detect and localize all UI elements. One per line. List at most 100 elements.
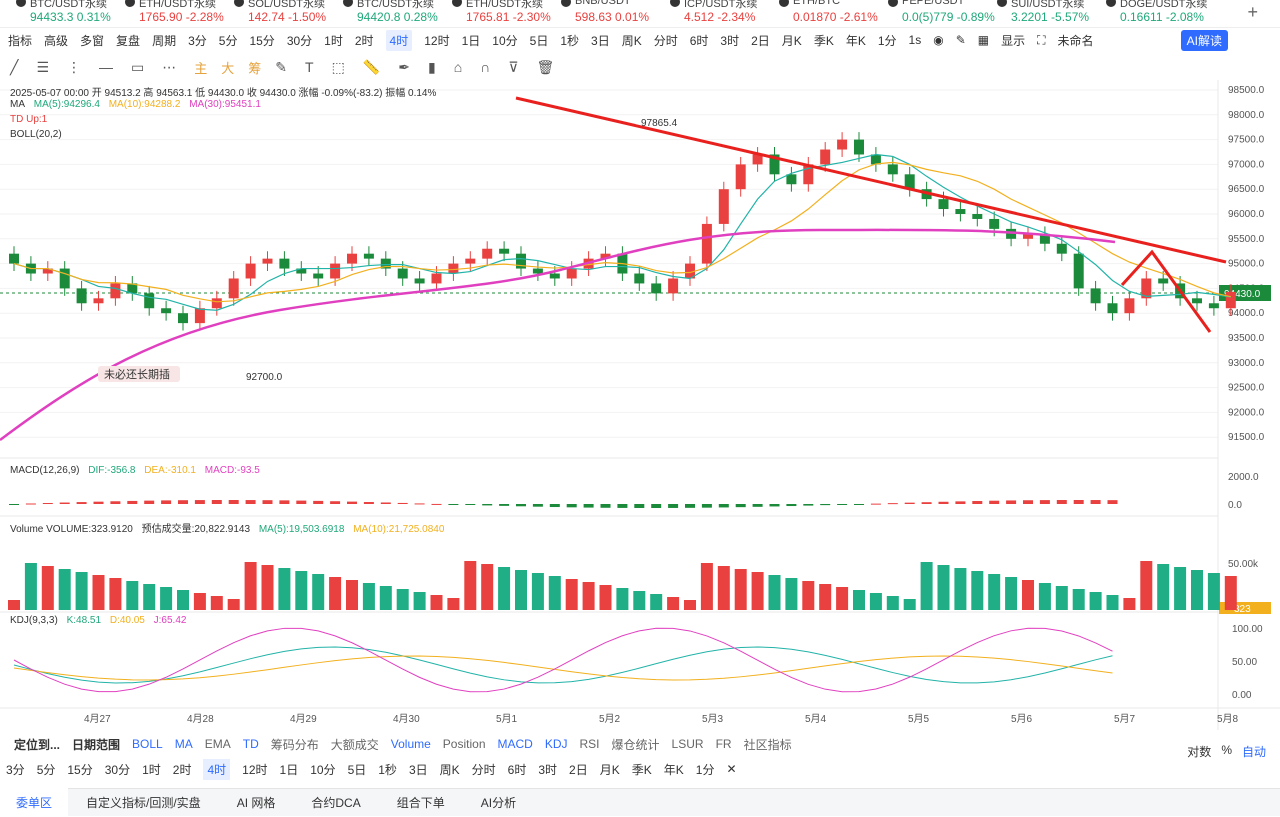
- bottom-period[interactable]: 5日: [347, 762, 367, 777]
- ticker-item[interactable]: BTC/USDT永续 94420.8 0.28%: [327, 0, 438, 27]
- zh-tool-main[interactable]: 主: [194, 60, 208, 76]
- ai-interpret-button[interactable]: AI解读: [1180, 29, 1228, 51]
- ticker-item[interactable]: ICP/USDT永续 4.512 -2.34%: [654, 0, 763, 27]
- grid-icon[interactable]: ▦: [977, 33, 990, 47]
- bottom-period[interactable]: 15分: [67, 762, 93, 777]
- edit-icon[interactable]: ✎: [955, 33, 966, 47]
- indicator-toggle[interactable]: 爆仓统计: [611, 737, 660, 752]
- line-tool-icon[interactable]: ╱: [10, 58, 19, 75]
- period-14[interactable]: 分时: [653, 33, 678, 48]
- period-9[interactable]: 10分: [492, 33, 518, 48]
- period-7[interactable]: 12时: [424, 33, 450, 48]
- period-13[interactable]: 周K: [621, 33, 642, 48]
- tab-4[interactable]: 组合下单: [396, 796, 445, 810]
- fullscreen-icon[interactable]: ⛶: [1037, 32, 1046, 47]
- bottom-period[interactable]: 30分: [104, 762, 131, 777]
- indicator-toggle[interactable]: Volume: [390, 737, 431, 751]
- show-button[interactable]: 显示: [1001, 33, 1026, 48]
- magnet-icon[interactable]: ∩: [480, 59, 491, 75]
- tab-1[interactable]: 自定义指标/回测/实盘: [86, 796, 201, 810]
- layout-select[interactable]: 未命名: [1057, 33, 1094, 48]
- ray-tool-icon[interactable]: —: [99, 59, 113, 75]
- period-20[interactable]: 年K: [845, 33, 866, 48]
- close-icon[interactable]: ✕: [726, 762, 737, 776]
- ticker-item[interactable]: BNB/USDT 598.63 0.01%: [545, 0, 654, 27]
- bottom-period[interactable]: 周K: [439, 762, 460, 777]
- indicator-toggle[interactable]: FR: [715, 737, 732, 751]
- tab-3[interactable]: 合约DCA: [311, 796, 361, 810]
- brush-icon[interactable]: ✎: [275, 58, 288, 75]
- cursor-icon[interactable]: ⬚: [331, 58, 345, 75]
- ruler-icon[interactable]: 📏: [362, 58, 381, 75]
- parallel-tool-icon[interactable]: ⋮: [67, 58, 81, 75]
- period-11[interactable]: 1秒: [560, 33, 580, 48]
- indicator-toggle[interactable]: 大额成交: [330, 737, 379, 752]
- chart[interactable]: 98500.0 98000.0 97500.0 97000.0 96500.0 96000…: [0, 80, 1280, 730]
- period-1[interactable]: 5分: [218, 33, 238, 48]
- tab-0[interactable]: 委单区: [0, 788, 69, 817]
- bottom-period[interactable]: 月K: [599, 762, 620, 777]
- period-17[interactable]: 2日: [751, 33, 770, 48]
- ticker-item[interactable]: SUI/USDT永续 3.2201 -5.57%: [981, 0, 1090, 27]
- axis-option[interactable]: 对数: [1187, 745, 1212, 759]
- ticker-item[interactable]: ETH/USDT永续 1765.81 -2.30%: [436, 0, 551, 27]
- period-21[interactable]: 1分: [877, 33, 897, 48]
- bottom-period[interactable]: 6时: [507, 762, 527, 777]
- more-tools-icon[interactable]: ⋯: [162, 58, 177, 75]
- indicator-toggle[interactable]: MA: [174, 737, 193, 751]
- bottom-period[interactable]: 3日: [408, 762, 428, 777]
- period-2[interactable]: 15分: [249, 33, 275, 48]
- toolbar-2[interactable]: 多窗: [80, 33, 105, 48]
- period-18[interactable]: 月K: [781, 33, 802, 48]
- bottom-item-1[interactable]: 日期范围: [72, 737, 121, 752]
- add-ticker-icon[interactable]: +: [1247, 2, 1258, 22]
- period-15[interactable]: 6时: [689, 33, 709, 48]
- period-3[interactable]: 30分: [286, 33, 313, 48]
- bottom-period[interactable]: 分时: [471, 762, 496, 777]
- period-10[interactable]: 5日: [529, 33, 549, 48]
- ticker-item[interactable]: SOL/USDT永续 142.74 -1.50%: [218, 0, 327, 27]
- bottom-period[interactable]: 3分: [6, 762, 25, 777]
- indicator-toggle[interactable]: MACD: [497, 737, 533, 751]
- period-12[interactable]: 3日: [591, 33, 610, 48]
- rect-tool-icon[interactable]: ▭: [131, 58, 145, 75]
- toolbar-4[interactable]: 周期: [152, 33, 177, 48]
- period-4[interactable]: 1时: [324, 33, 343, 48]
- ticker-item[interactable]: BTC/USDT永续 94433.3 0.31%: [0, 0, 111, 27]
- indicator-toggle[interactable]: RSI: [579, 737, 600, 751]
- bottom-period[interactable]: 10分: [310, 762, 336, 777]
- bottom-period[interactable]: 1分: [695, 762, 715, 777]
- ticker-item[interactable]: ETH/USDT永续 1765.90 -2.28%: [109, 0, 224, 27]
- bottom-period[interactable]: 年K: [663, 762, 684, 777]
- bottom-period[interactable]: 1秒: [378, 762, 397, 777]
- toolbar-3[interactable]: 复盘: [116, 33, 141, 48]
- axis-option[interactable]: 自动: [1241, 745, 1266, 759]
- text-tool-icon[interactable]: T: [305, 59, 314, 75]
- bottom-period[interactable]: 1日: [279, 762, 299, 777]
- bottom-period[interactable]: 3时: [538, 762, 558, 777]
- indicator-toggle[interactable]: BOLL: [132, 737, 163, 751]
- toolbar-0[interactable]: 指标: [8, 33, 33, 48]
- bottom-period[interactable]: 2时: [172, 762, 192, 777]
- bottom-period[interactable]: 5分: [36, 762, 56, 777]
- zh-tool-big[interactable]: 大: [221, 60, 235, 76]
- indicator-toggle[interactable]: EMA: [204, 737, 231, 751]
- indicator-toggle[interactable]: Position: [442, 737, 486, 751]
- lock-icon[interactable]: ⌂: [453, 59, 463, 75]
- hline-tool-icon[interactable]: ☰: [36, 58, 49, 75]
- trash-icon[interactable]: 🗑: [536, 58, 555, 75]
- tab-5[interactable]: AI分析: [480, 796, 517, 810]
- indicator-toggle[interactable]: TD: [242, 737, 259, 751]
- candle-icon[interactable]: ▮: [427, 58, 436, 75]
- ticker-item[interactable]: ETH/BTC 0.01870 -2.61%: [763, 0, 878, 27]
- period-6[interactable]: 4时: [385, 29, 413, 51]
- period-19[interactable]: 季K: [813, 33, 834, 48]
- period-16[interactable]: 3时: [720, 33, 740, 48]
- zh-tool-chip[interactable]: 筹: [248, 60, 262, 76]
- bottom-period[interactable]: 4时: [203, 758, 231, 780]
- period-22[interactable]: 1s: [908, 33, 922, 47]
- toolbar-1[interactable]: 高级: [44, 33, 69, 48]
- filter-icon[interactable]: ⊽: [508, 58, 519, 75]
- indicator-toggle[interactable]: LSUR: [671, 737, 704, 751]
- axis-option[interactable]: %: [1221, 743, 1232, 757]
